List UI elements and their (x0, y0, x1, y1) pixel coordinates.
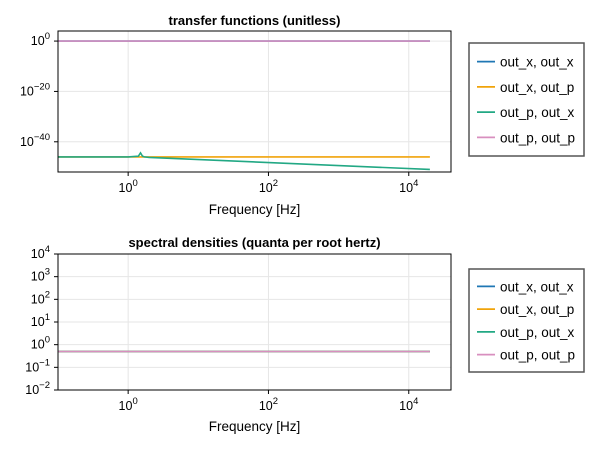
x-tick-label: 100 (119, 178, 138, 195)
legend-label: out_p, out_p (500, 348, 575, 363)
series-line-3 (58, 151, 430, 171)
y-tick-label: 10−2 (25, 380, 50, 397)
y-tick-label: 100 (31, 31, 50, 48)
chart-2: 100 102 104 10−2 10−1 100 101 102 103 104 spectral… (25, 235, 585, 434)
y-tick-label: 102 (31, 289, 50, 306)
legend: out_x, out_x out_x, out_p out_p, out_x out_… (468, 42, 585, 157)
legend-label: out_x, out_p (500, 80, 574, 95)
y-tick-label: 10−20 (20, 81, 50, 98)
x-axis-label: Frequency [Hz] (209, 202, 301, 217)
legend: out_x, out_x out_x, out_p out_p, out_x out_… (468, 268, 585, 373)
x-tick-label: 104 (399, 396, 418, 413)
plot-frame (57, 30, 452, 173)
y-tick-label: 100 (31, 335, 50, 352)
y-tick-label: 103 (31, 267, 50, 284)
chart-1: 100 102 104 10−40 10−20 100 transfer functions… (20, 13, 585, 217)
legend-label: out_p, out_x (500, 105, 575, 120)
legend-label: out_x, out_x (500, 55, 574, 70)
x-tick-label: 102 (259, 178, 278, 195)
x-tick-label: 100 (119, 396, 138, 413)
x-tick-label: 102 (259, 396, 278, 413)
y-tick-label: 101 (31, 312, 50, 329)
x-tick-label: 104 (399, 178, 418, 195)
y-tick-label: 10−1 (25, 357, 50, 374)
x-axis-label: Frequency [Hz] (209, 419, 301, 434)
legend-label: out_x, out_x (500, 279, 574, 294)
chart-title: transfer functions (unitless) (169, 13, 341, 28)
y-tick-label: 10−40 (20, 132, 50, 149)
legend-label: out_x, out_p (500, 302, 574, 317)
y-tick-label: 104 (31, 244, 50, 261)
legend-label: out_p, out_x (500, 325, 575, 340)
legend-label: out_p, out_p (500, 130, 575, 145)
chart-title: spectral densities (quanta per root hert… (128, 235, 380, 250)
